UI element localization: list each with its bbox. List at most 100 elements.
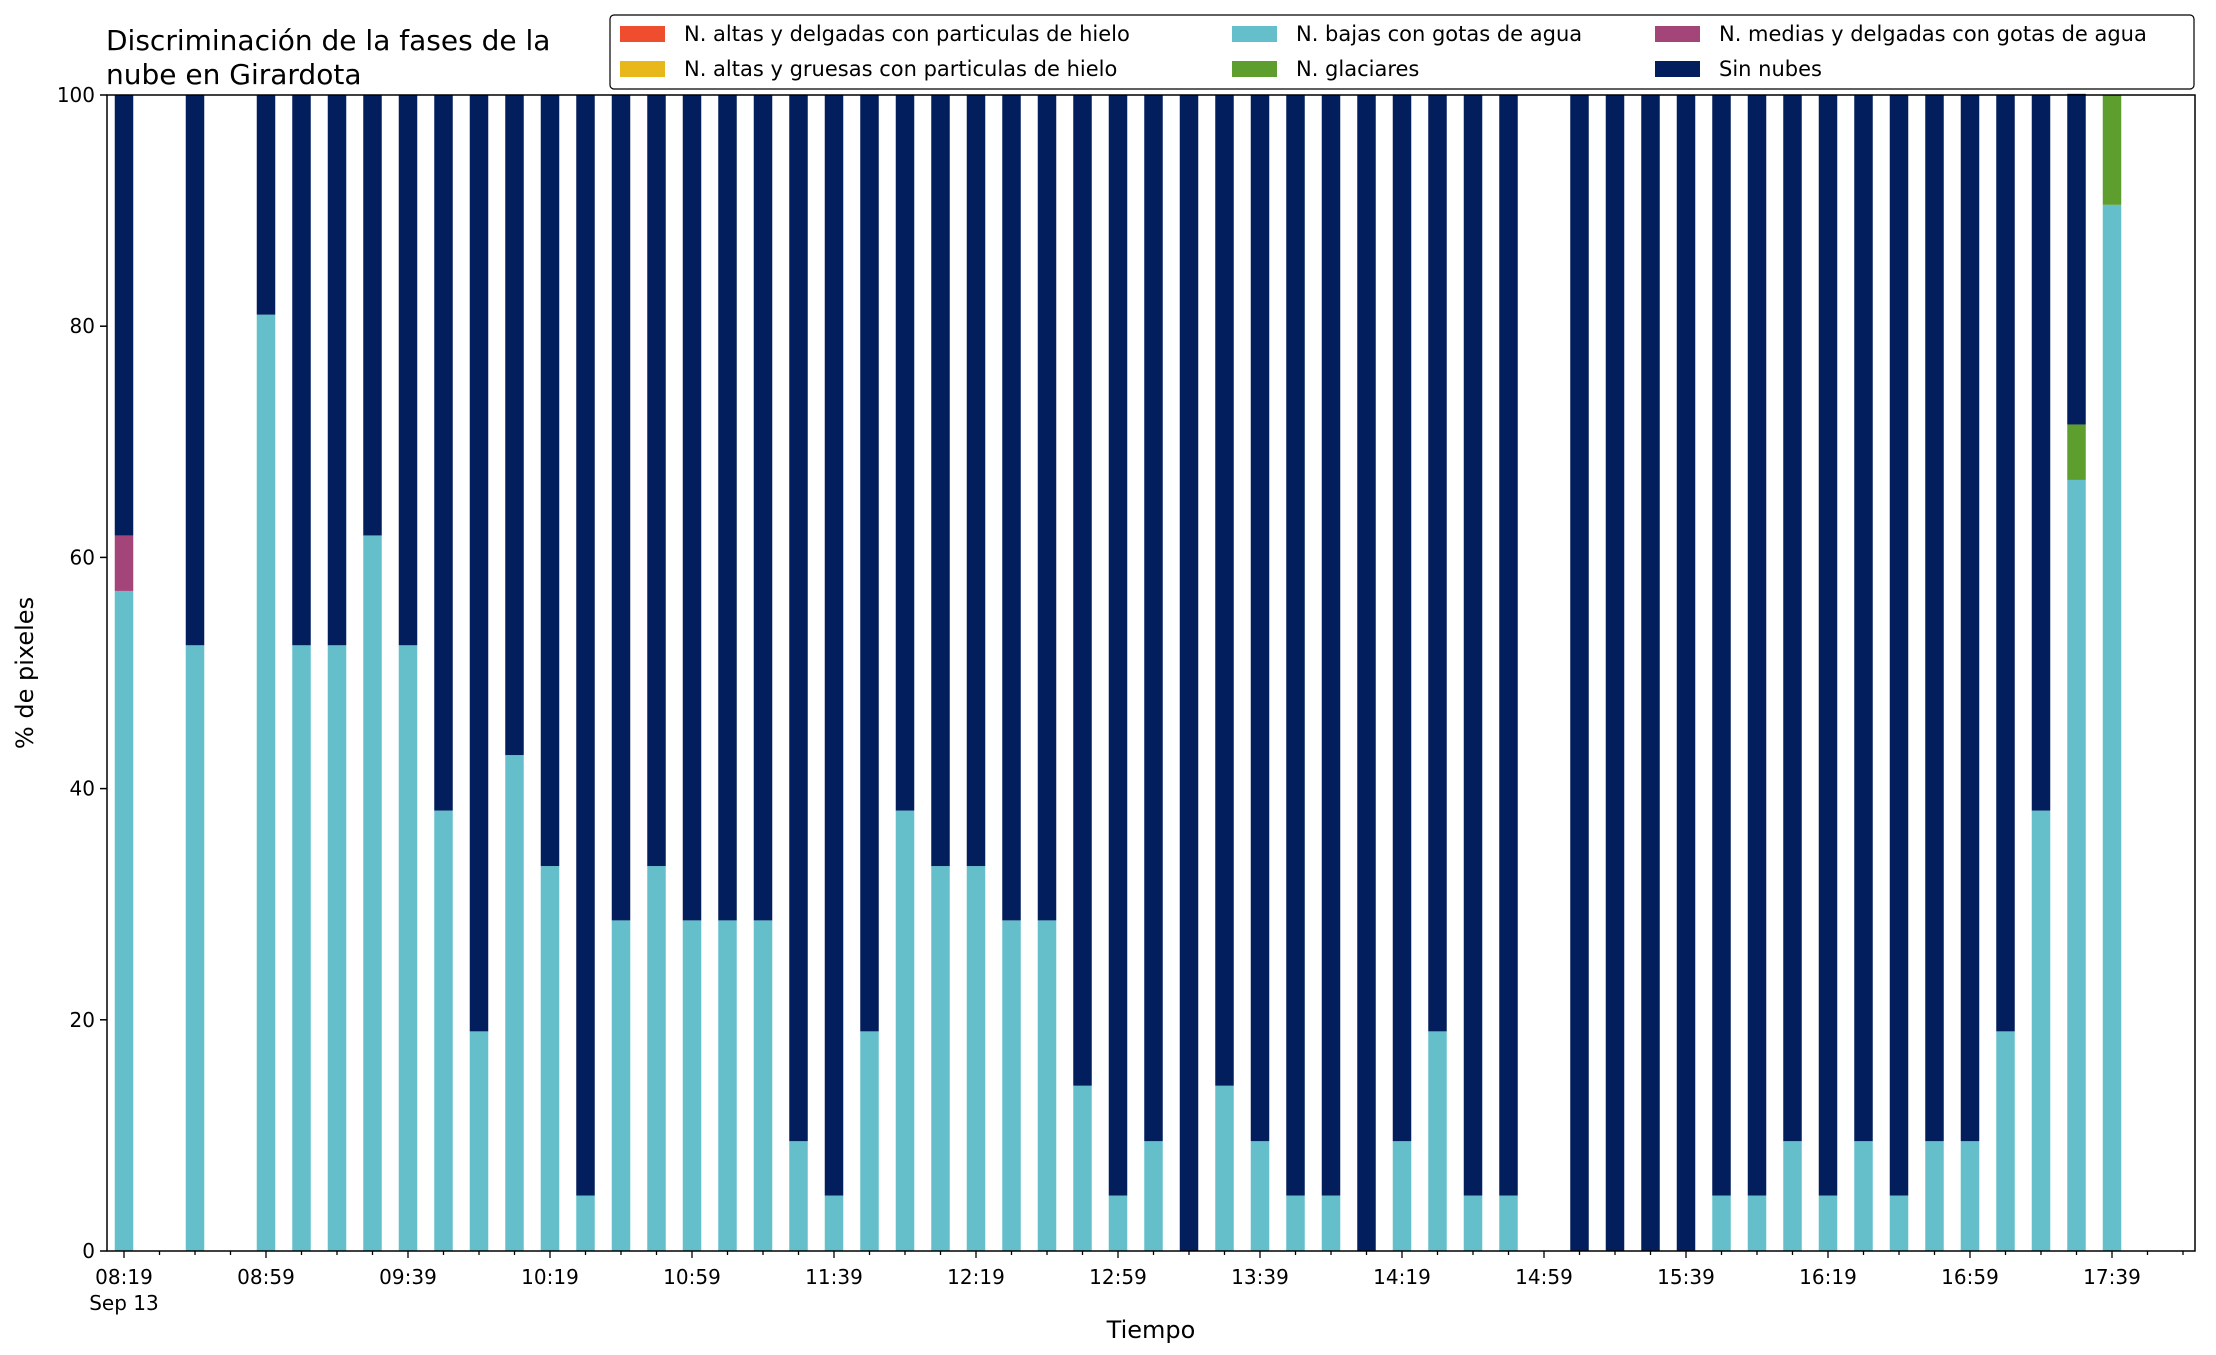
x-tick-label: 14:19 <box>1373 1265 1431 1289</box>
x-tick-date-label: Sep 13 <box>89 1291 159 1315</box>
bar-segment <box>1712 95 1731 1196</box>
bar-segment <box>1428 1031 1447 1251</box>
x-tick-label: 16:59 <box>1941 1265 1999 1289</box>
legend-swatch <box>1232 61 1277 77</box>
x-axis-label: Tiempo <box>1106 1316 1196 1344</box>
bar-segment <box>1996 1031 2015 1251</box>
bar-segment <box>2067 93 2086 425</box>
bar-segment <box>789 1141 808 1251</box>
bar-segment <box>1889 95 1909 1196</box>
bar-segment <box>2067 479 2086 1251</box>
bar-segment <box>966 95 986 867</box>
bar-segment <box>114 535 134 591</box>
bar-segment <box>185 645 205 1251</box>
bar-segment <box>540 866 560 1251</box>
chart-title-line-2: nube en Girardota <box>106 58 361 91</box>
bar-segment <box>824 95 844 1196</box>
chart-title-line-1: Discriminación de la fases de la <box>106 24 550 57</box>
bar-segment <box>611 920 631 1251</box>
bar-segment <box>576 1195 595 1251</box>
bar-segment <box>931 866 950 1251</box>
bar-segment <box>2031 810 2051 1251</box>
bar-segment <box>1428 95 1447 1032</box>
x-tick-label: 15:39 <box>1657 1265 1715 1289</box>
bar-segment <box>1818 1195 1838 1251</box>
bar-segment <box>1321 95 1341 1196</box>
y-tick-label: 20 <box>70 1008 95 1032</box>
bar-segment <box>185 95 205 646</box>
legend-box <box>609 14 2195 90</box>
y-axis-label: % de pixeles <box>11 597 39 749</box>
legend-swatch <box>1655 26 1700 42</box>
bar-segment <box>256 314 276 1251</box>
bar-segment <box>469 95 489 1032</box>
legend-label: N. altas y gruesas con particulas de hie… <box>684 57 1117 81</box>
x-tick-label: 10:59 <box>663 1265 721 1289</box>
bar-segment <box>647 95 666 867</box>
bar-segment <box>895 95 915 811</box>
legend-swatch <box>1232 26 1277 42</box>
bar-segment <box>966 866 986 1251</box>
bar-segment <box>1073 1085 1092 1251</box>
bar-segment <box>1073 95 1092 1086</box>
bar-segment <box>1499 95 1518 1196</box>
bar-segment <box>327 95 347 646</box>
bar-segment <box>895 810 915 1251</box>
bar-segment <box>363 95 382 536</box>
y-tick-label: 40 <box>70 777 95 801</box>
bar-segment <box>1037 920 1057 1251</box>
x-tick-label: 14:59 <box>1515 1265 1573 1289</box>
bar-segment <box>1144 1141 1163 1251</box>
x-tick-label: 11:39 <box>805 1265 863 1289</box>
bar-segment <box>398 645 418 1251</box>
x-axis: 08:19 08:59 09:39 10:19 10:59 11:39 12:19 12:59… <box>89 1251 2184 1315</box>
x-tick-label: 08:59 <box>237 1265 295 1289</box>
bar-segment <box>1179 95 1199 1251</box>
bar-segment <box>824 1195 844 1251</box>
bar-segment <box>1286 1195 1305 1251</box>
bar-segment <box>1747 95 1767 1196</box>
bar-segment <box>1925 95 1944 1142</box>
bar-segment <box>1783 95 1802 1142</box>
bar-segment <box>2067 424 2086 480</box>
x-tick-label: 08:19 <box>95 1265 153 1289</box>
bar-segment <box>1960 95 1980 1142</box>
bar-segment <box>1321 1195 1341 1251</box>
bar-segment <box>292 645 311 1251</box>
plot-frame <box>106 94 2196 1252</box>
bar-segment <box>1392 1141 1412 1251</box>
bar-segment <box>363 535 382 1251</box>
bar-segment <box>1641 95 1660 1251</box>
bar-segment <box>398 95 418 646</box>
bar-segment <box>1463 95 1483 1196</box>
bar-segment <box>434 810 453 1251</box>
legend-swatch <box>1655 61 1700 77</box>
bar-segment <box>1392 95 1412 1142</box>
bar-segment <box>1605 95 1625 1251</box>
bar-segment <box>1854 95 1873 1142</box>
x-tick-label: 09:39 <box>379 1265 437 1289</box>
bars-group <box>114 93 2122 1251</box>
bar-segment <box>647 866 666 1251</box>
bar-segment <box>114 590 134 1251</box>
bar-segment <box>1250 1141 1270 1251</box>
bar-segment <box>1818 95 1838 1196</box>
bar-segment <box>114 95 134 536</box>
bar-segment <box>2102 204 2122 1251</box>
x-tick-label: 13:39 <box>1231 1265 1289 1289</box>
bar-segment <box>2102 95 2122 205</box>
y-tick-label: 60 <box>70 545 95 569</box>
x-tick-label: 12:59 <box>1089 1265 1147 1289</box>
y-tick-label: 0 <box>82 1239 95 1263</box>
bar-segment <box>1286 95 1305 1196</box>
bar-segment <box>292 95 311 646</box>
bar-segment <box>1357 95 1376 1251</box>
bar-segment <box>753 920 773 1251</box>
bar-segment <box>1215 1085 1234 1251</box>
bar-segment <box>1676 95 1696 1251</box>
x-tick-label: 12:19 <box>947 1265 1005 1289</box>
bar-segment <box>789 95 808 1142</box>
x-tick-label: 16:19 <box>1799 1265 1857 1289</box>
bar-segment <box>1570 95 1589 1251</box>
